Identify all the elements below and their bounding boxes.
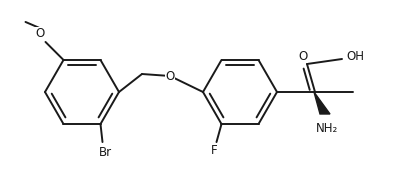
Text: O: O xyxy=(166,70,175,83)
Text: Br: Br xyxy=(99,146,112,159)
Polygon shape xyxy=(314,92,330,114)
Text: OH: OH xyxy=(346,50,364,64)
Text: NH₂: NH₂ xyxy=(316,122,338,135)
Text: O: O xyxy=(35,27,44,40)
Text: O: O xyxy=(298,50,308,63)
Text: F: F xyxy=(211,143,218,156)
